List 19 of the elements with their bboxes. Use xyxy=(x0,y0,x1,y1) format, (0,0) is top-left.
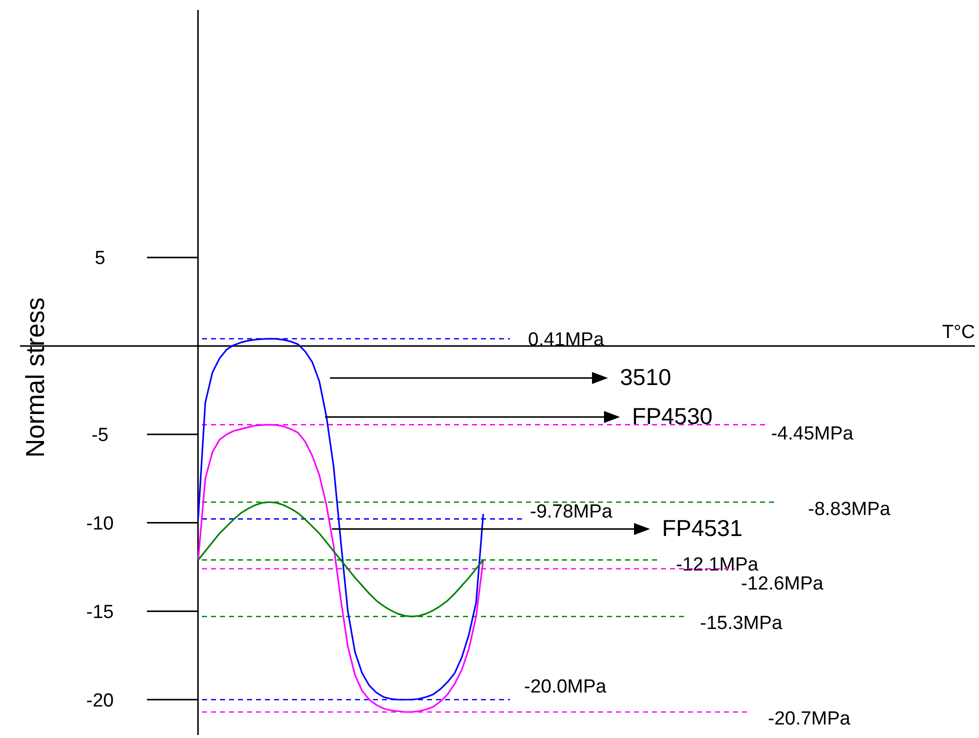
annotation: FP4531 xyxy=(662,514,743,541)
y-tick-label: 5 xyxy=(94,248,106,270)
annotation: FP4530 xyxy=(632,402,713,429)
ref-line-label: 0.41MPa xyxy=(528,329,604,350)
x-axis-title: T°C xyxy=(942,322,975,343)
ref-line-label: -20.7MPa xyxy=(768,708,851,730)
y-tick-label: -5 xyxy=(92,425,108,446)
ref-line-label: -20.0MPa xyxy=(524,676,607,698)
ref-line-label: -4.45MPa xyxy=(771,423,854,444)
y-axis-title: Normal stress xyxy=(20,297,50,458)
y-tick-label: -10 xyxy=(86,513,114,534)
ref-line-label: -12.1MPa xyxy=(676,554,759,576)
y-tick-label: -15 xyxy=(86,602,114,623)
annotation: 3510 xyxy=(620,364,672,390)
ref-line-label: -12.6MPa xyxy=(741,573,824,594)
ref-line-label: -15.3MPa xyxy=(700,613,783,634)
y-tick-label: -20 xyxy=(86,690,114,712)
ref-line-label: -8.83MPa xyxy=(808,498,891,520)
ref-line-label: -9.78MPa xyxy=(530,502,613,523)
